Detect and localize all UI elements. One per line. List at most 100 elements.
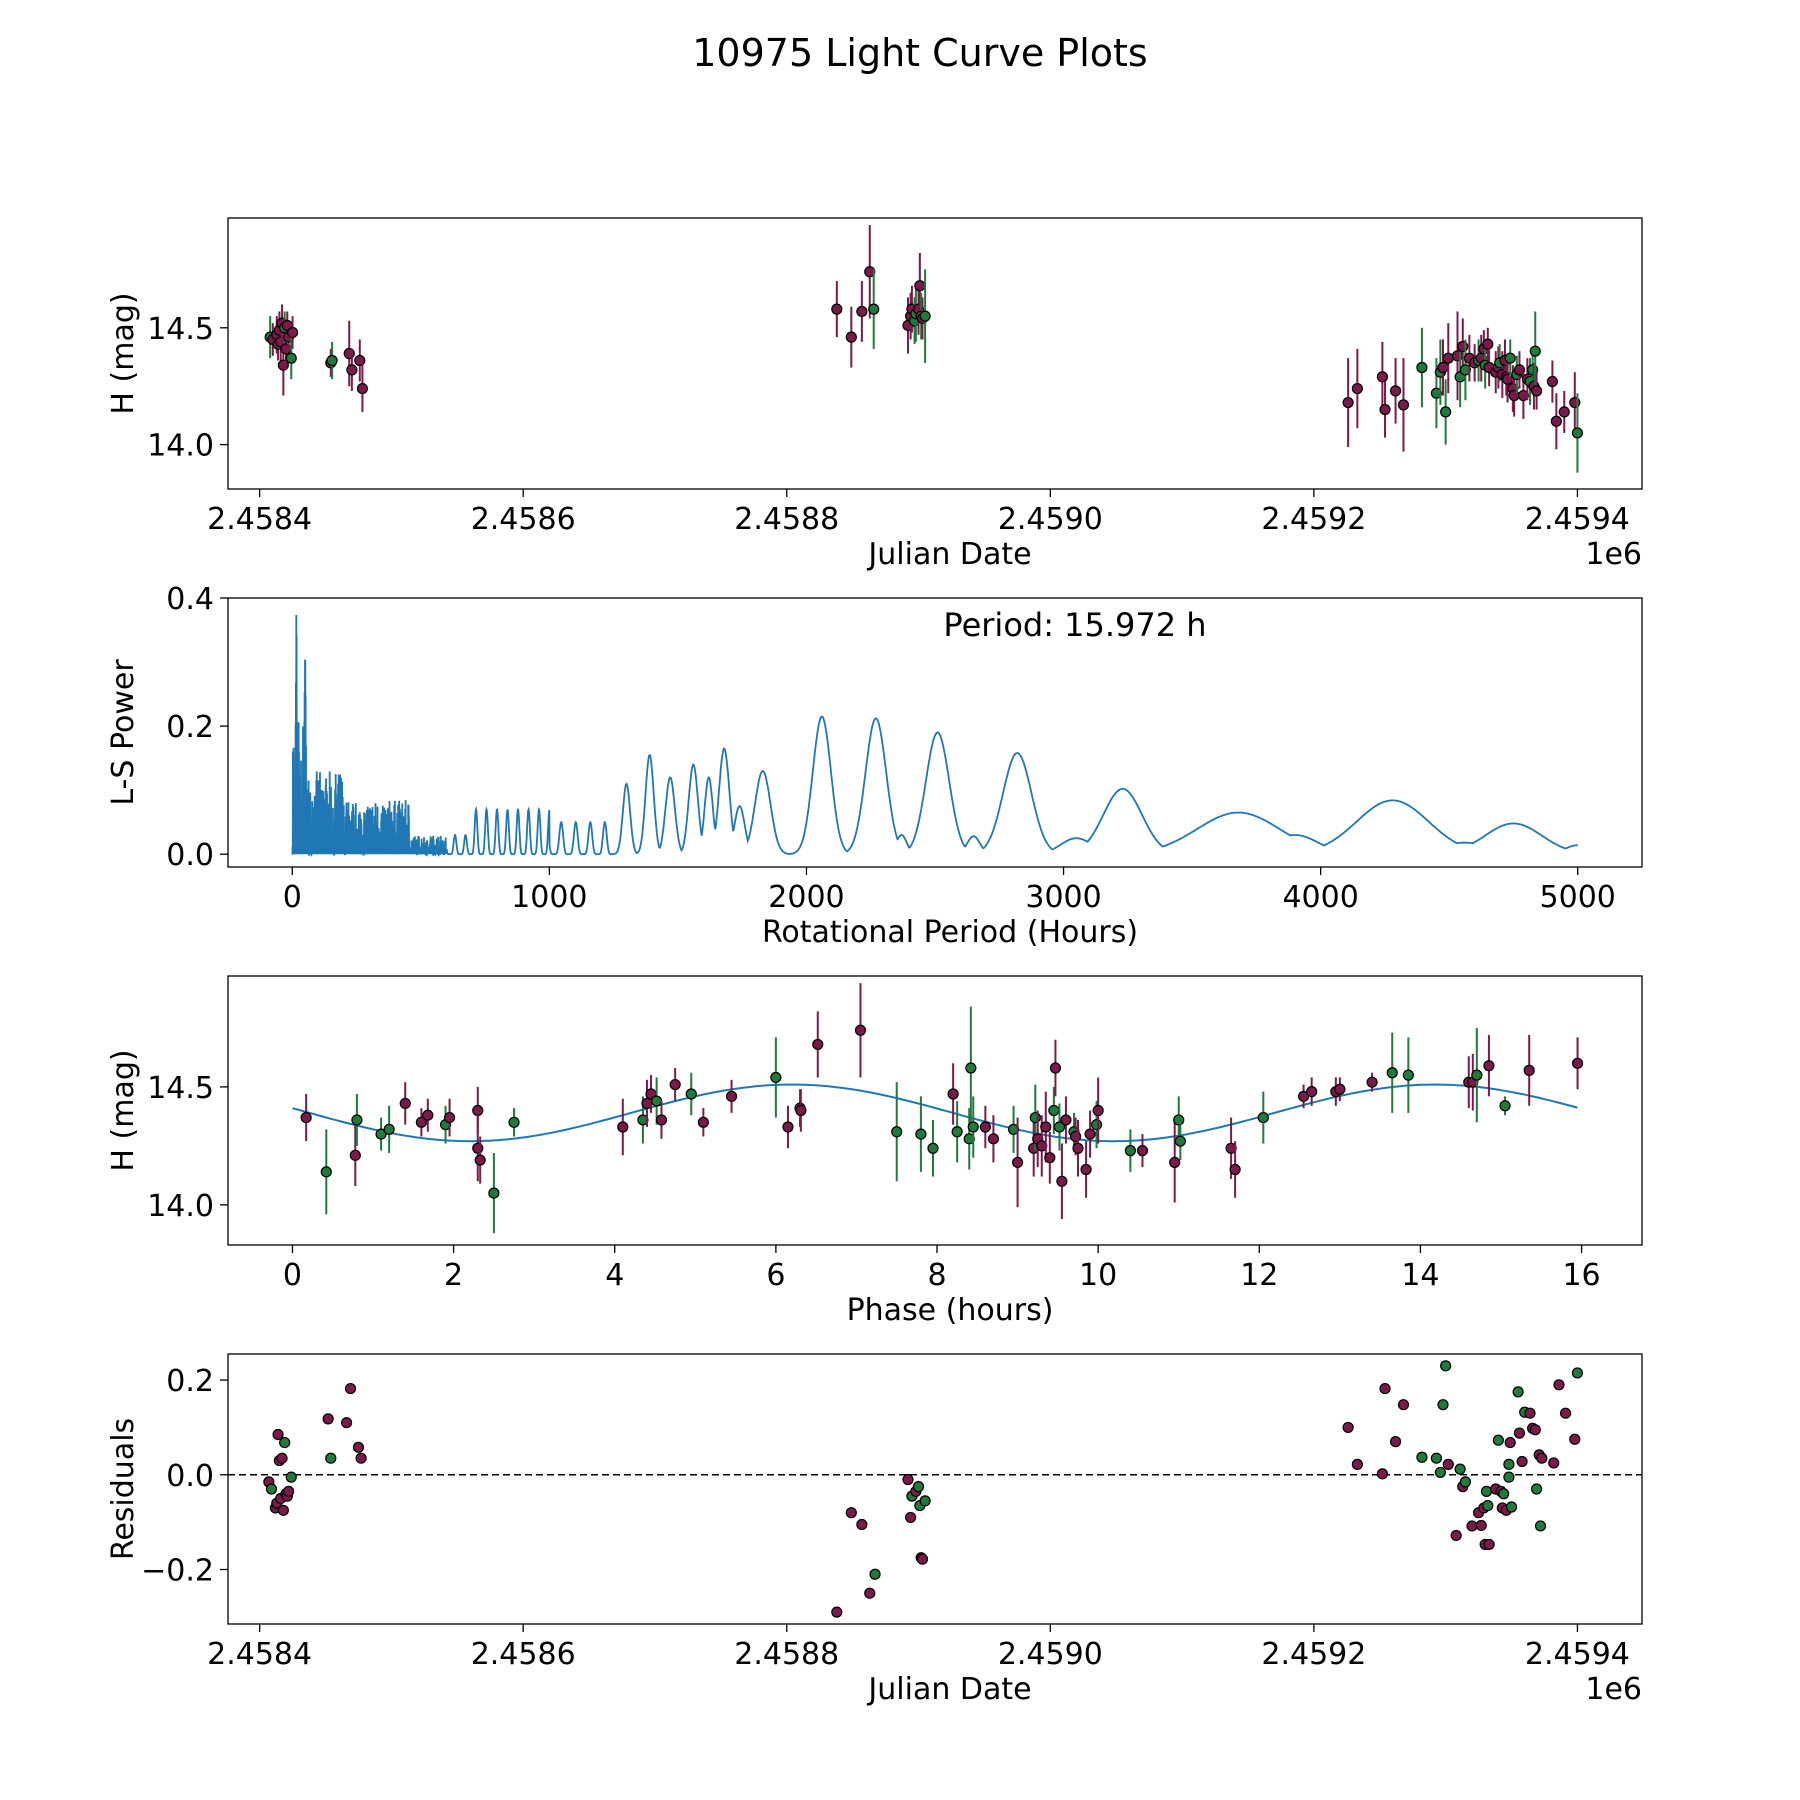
x-tick-label: 16 — [1562, 1258, 1600, 1293]
data-point — [1416, 361, 1428, 374]
data-point — [1503, 1471, 1515, 1483]
data-point — [356, 382, 369, 395]
data-point — [1092, 1104, 1104, 1117]
data-point — [1351, 1458, 1363, 1470]
data-point — [276, 1452, 288, 1464]
data-point — [951, 1126, 963, 1138]
x-tick-label: 2.4584 — [207, 502, 312, 537]
data-point — [1056, 1175, 1068, 1187]
y-tick-label: 14.5 — [147, 312, 214, 347]
y-axis-label: Residuals — [106, 1418, 141, 1560]
data-point — [346, 364, 358, 376]
data-point — [864, 266, 876, 278]
data-point — [1376, 371, 1388, 383]
data-point — [1048, 1104, 1060, 1117]
data-point — [1450, 1529, 1462, 1542]
data-point — [1523, 1064, 1535, 1076]
data-point — [927, 1142, 939, 1154]
data-point — [782, 1121, 794, 1133]
x-tick-label: 0 — [283, 880, 302, 915]
y-tick-label: −0.2 — [141, 1554, 214, 1589]
x-offset-label: 1e6 — [1585, 1672, 1642, 1707]
data-point — [283, 1485, 295, 1497]
data-point — [947, 1088, 959, 1100]
data-point — [355, 1452, 367, 1464]
data-point — [1571, 1057, 1584, 1069]
data-point — [1060, 1114, 1072, 1126]
data-point — [1504, 1436, 1516, 1449]
y-tick-label: 0.0 — [166, 838, 214, 873]
data-point — [1471, 1069, 1483, 1081]
data-point — [272, 1428, 284, 1441]
data-point — [1454, 1463, 1466, 1475]
panel-p2: 0 1000 2000 3000 4000 5000 0.0 0.2 0.4 Rotational… — [106, 582, 1643, 950]
axes-frame — [227, 1353, 1643, 1625]
data-point — [1571, 1367, 1584, 1379]
plot-area — [292, 983, 1584, 1234]
data-point — [845, 331, 857, 343]
period-annotation: Period: 15.972 h — [943, 606, 1206, 644]
data-point — [831, 1606, 843, 1618]
data-point — [1434, 1466, 1446, 1479]
data-point — [1516, 1455, 1528, 1468]
data-point — [1342, 1421, 1354, 1434]
data-point — [399, 1097, 411, 1110]
data-point — [1437, 1399, 1449, 1411]
data-point — [1011, 1156, 1024, 1169]
data-point — [322, 1413, 334, 1425]
data-point — [965, 1062, 977, 1074]
data-point — [1049, 1062, 1062, 1074]
data-point — [1080, 1163, 1092, 1176]
data-point — [1459, 1476, 1472, 1488]
data-point — [1513, 364, 1526, 376]
data-point — [474, 1154, 486, 1166]
data-point — [916, 1553, 929, 1565]
data-point — [326, 354, 338, 367]
x-tick-label: 2.4590 — [998, 502, 1103, 537]
plot-area — [291, 614, 1578, 858]
x-tick-label: 4000 — [1282, 880, 1358, 915]
data-point — [770, 1071, 782, 1084]
y-axis-label: L-S Power — [106, 659, 141, 806]
x-axis-label: Julian Date — [866, 537, 1031, 572]
data-point — [1430, 387, 1443, 399]
data-point — [1440, 1360, 1452, 1372]
data-point — [1492, 1434, 1504, 1446]
data-point — [1505, 1501, 1518, 1513]
data-point — [1440, 406, 1452, 418]
data-point — [1366, 1076, 1378, 1088]
data-point — [1069, 1130, 1082, 1143]
data-point — [1483, 1538, 1495, 1551]
data-point — [651, 1095, 663, 1107]
data-point — [1053, 1121, 1066, 1133]
y-tick-label: 14.0 — [147, 1189, 214, 1224]
data-point — [1475, 1519, 1487, 1532]
data-point — [669, 1078, 681, 1091]
data-point — [979, 1121, 991, 1133]
data-point — [864, 1587, 876, 1599]
x-axis-label: Rotational Period (Hours) — [762, 915, 1138, 950]
data-point — [354, 354, 366, 367]
axes-frame — [227, 597, 1643, 868]
data-point — [1550, 415, 1562, 427]
x-tick-label: 1000 — [511, 880, 587, 915]
data-point — [1569, 1433, 1581, 1445]
x-tick-label: 2.4584 — [207, 1637, 312, 1672]
data-point — [869, 1568, 881, 1580]
data-point — [300, 1111, 312, 1124]
data-point — [422, 1109, 434, 1121]
x-axis-label: Phase (hours) — [847, 1293, 1054, 1328]
x-tick-label: 0 — [283, 1258, 302, 1293]
data-point — [987, 1133, 1000, 1145]
data-point — [443, 1111, 456, 1124]
data-point — [341, 1417, 353, 1429]
x-tick-label: 2.4592 — [1261, 502, 1366, 537]
data-point — [344, 1382, 357, 1395]
data-point — [1402, 1069, 1414, 1081]
data-point — [854, 1024, 867, 1036]
data-point — [1342, 396, 1354, 409]
x-tick-label: 2.4588 — [734, 502, 839, 537]
data-point — [1482, 1499, 1494, 1512]
data-point — [488, 1187, 500, 1199]
data-point — [325, 1452, 337, 1464]
